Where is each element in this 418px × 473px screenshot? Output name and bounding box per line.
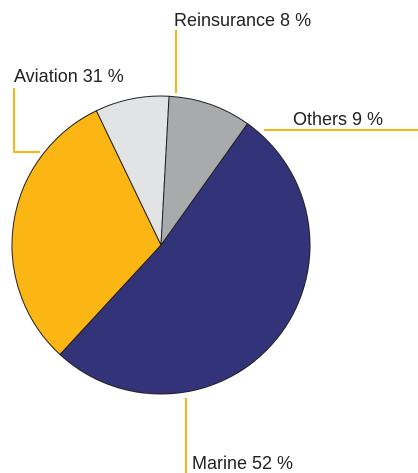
slice-label-aviation: Aviation 31 % [14, 66, 124, 86]
leader-line-aviation [13, 88, 40, 153]
slice-label-marine: Marine 52 % [192, 453, 293, 473]
pie-slice-aviation [11, 110, 162, 355]
slice-label-reinsurance: Reinsurance 8 % [174, 10, 311, 30]
pie-slices [11, 95, 311, 395]
pie-slice-others [160, 95, 249, 246]
pie-slice-marine [59, 123, 311, 395]
slice-label-others: Others 9 % [293, 109, 383, 129]
